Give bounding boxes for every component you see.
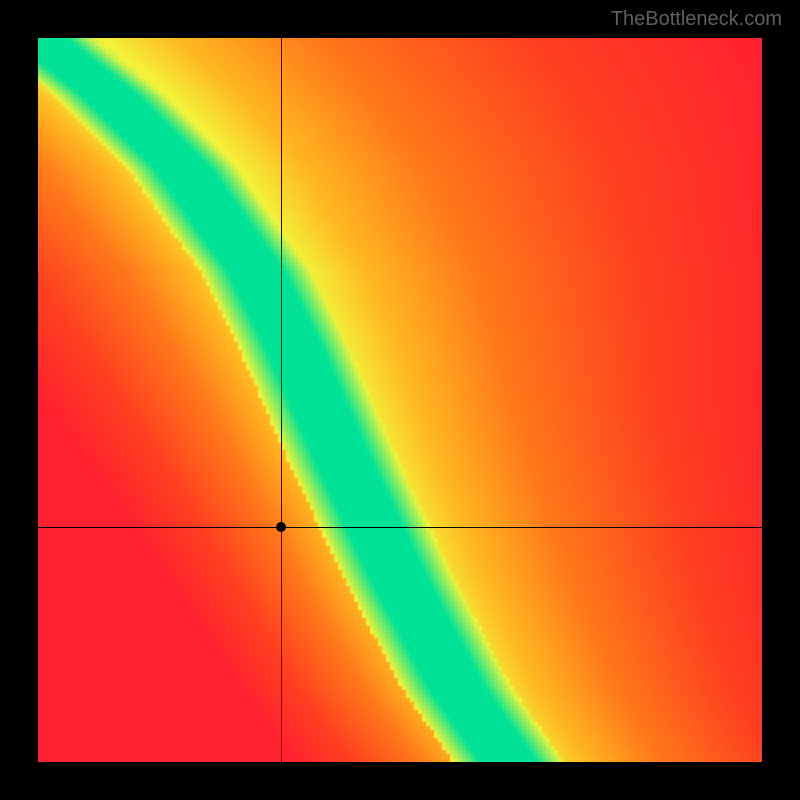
crosshair-vertical [281, 38, 282, 762]
data-point-marker [276, 522, 286, 532]
crosshair-horizontal [38, 527, 762, 528]
plot-area [38, 38, 762, 762]
watermark-text: TheBottleneck.com [611, 8, 782, 31]
heatmap-canvas [38, 38, 762, 762]
